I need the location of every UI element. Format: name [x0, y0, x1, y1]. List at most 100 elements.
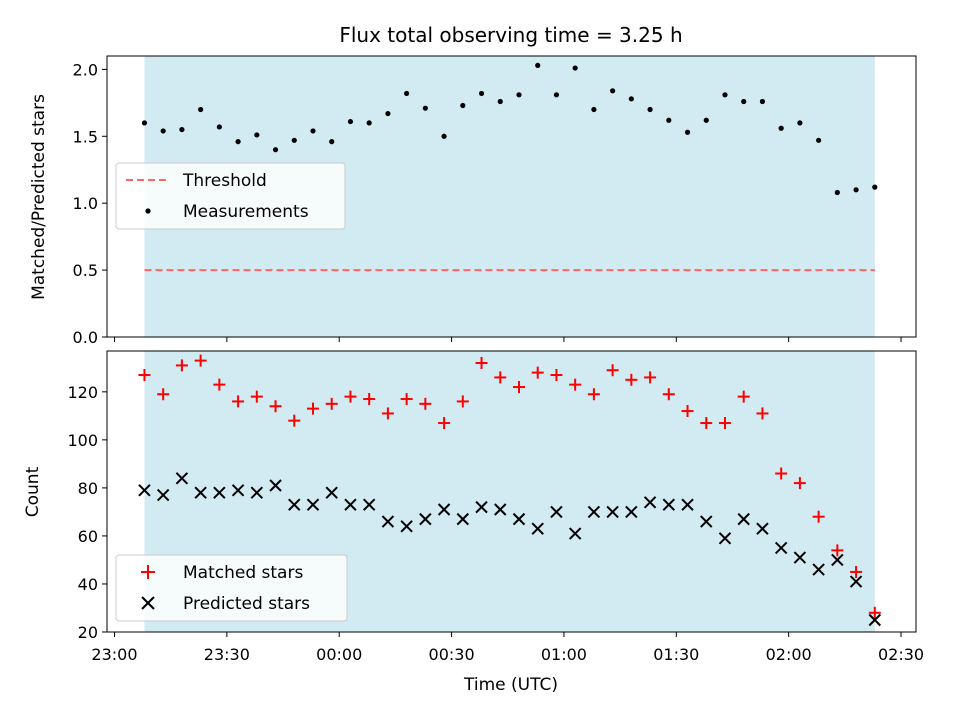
predicted-star-point: [774, 541, 788, 555]
predicted-star-point: [512, 512, 526, 526]
matched-star-point: [138, 369, 151, 382]
measurement-point: [816, 137, 822, 143]
top-y-tick-label: 1.0: [73, 194, 98, 213]
predicted-star-point: [456, 512, 470, 526]
measurement-point: [872, 184, 878, 190]
measurement-point: [404, 90, 410, 97]
predicted-star-point: [550, 505, 563, 519]
bottom-y-axis-label: Count: [23, 466, 43, 517]
measurement-point: [235, 139, 241, 145]
measurement-point: [684, 129, 691, 135]
x-tick-label: 23:00: [91, 645, 137, 664]
predicted-star-point: [138, 484, 151, 497]
predicted-star-point: [812, 563, 825, 576]
predicted-star-point: [681, 498, 694, 511]
measurement-point: [853, 187, 859, 193]
predicted-stars-points: [138, 472, 882, 627]
x-tick-label: 01:30: [653, 645, 699, 664]
top-y-axis-label: Matched/Predicted stars: [29, 94, 49, 300]
matched-star-point: [325, 397, 338, 410]
predicted-star-point: [718, 532, 732, 545]
x-tick-label: 00:00: [316, 645, 362, 664]
bottom-legend-box: [115, 554, 348, 622]
matched-star-point: [550, 369, 563, 382]
top-legend-box: [115, 162, 346, 230]
measurement-point: [797, 120, 803, 126]
legend-predicted-label: Predicted stars: [183, 594, 310, 614]
matched-star-point: [306, 402, 319, 415]
predicted-star-point: [568, 527, 582, 540]
legend-threshold-label: Threshold: [182, 171, 267, 191]
measurement-point: [610, 88, 616, 94]
predicted-star-point: [306, 498, 320, 511]
x-tick-label: 00:30: [429, 645, 475, 664]
measurement-point: [366, 120, 372, 126]
measurement-point: [254, 132, 260, 138]
matched-star-point: [288, 414, 301, 427]
x-tick-label: 01:00: [541, 645, 587, 664]
matched-star-point: [662, 388, 675, 401]
legend-matched-label: Matched stars: [183, 563, 303, 583]
measurement-point: [497, 98, 503, 105]
measurement-point: [272, 147, 279, 153]
x-tick-label: 02:30: [878, 645, 924, 664]
matched-star-point: [831, 544, 844, 557]
bottom-y-tick-label: 80: [78, 479, 98, 498]
measurement-point: [703, 117, 709, 123]
predicted-star-point: [531, 522, 544, 535]
bottom-y-tick-label: 120: [67, 383, 98, 402]
predicted-star-point: [231, 484, 245, 497]
predicted-star-point: [494, 503, 507, 516]
measurement-point: [291, 137, 297, 143]
measurement-point: [141, 120, 148, 126]
measurement-point: [516, 92, 522, 98]
matched-star-point: [381, 407, 394, 420]
predicted-star-point: [175, 472, 189, 485]
matched-star-point: [775, 467, 788, 480]
legend-matched-swatch: [141, 565, 155, 579]
measurement-point: [535, 62, 541, 68]
matched-star-point: [363, 393, 376, 406]
predicted-star-point: [288, 498, 301, 511]
matched-star-point: [793, 477, 806, 490]
predicted-star-point: [213, 486, 226, 499]
measurement-point: [460, 102, 466, 109]
x-tick-label: 23:30: [204, 645, 250, 664]
measurement-point: [834, 189, 840, 196]
top-y-ticks: 0.0 0.5 1.0 1.5 2.0: [73, 60, 107, 347]
top-y-tick-label: 1.5: [73, 127, 98, 146]
matched-star-point: [475, 357, 488, 370]
legend-predicted-swatch: [141, 596, 155, 610]
measurement-point: [198, 106, 204, 113]
bottom-panel: 20 40 60 80 100 120 23:00 23:30 00:00 00:30 01:00…: [23, 350, 924, 695]
matched-star-point: [737, 390, 750, 403]
matched-star-point: [194, 354, 207, 367]
matched-star-point: [681, 405, 694, 418]
predicted-star-point: [156, 488, 170, 502]
top-axes-frame: [106, 55, 917, 338]
matched-star-point: [400, 393, 413, 406]
measurement-point: [310, 128, 316, 134]
measurement-point: [478, 90, 485, 97]
predicted-star-point: [587, 505, 601, 519]
top-y-tick-label: 0.5: [73, 261, 98, 280]
measurement-point: [347, 118, 354, 125]
bottom-y-ticks: 20 40 60 80 100 120: [67, 383, 107, 642]
chart-title: Flux total observing time = 3.25 h: [339, 23, 682, 47]
matched-star-point: [531, 366, 544, 379]
x-axis-label: Time (UTC): [463, 675, 558, 695]
matched-star-point: [456, 395, 469, 408]
measurement-point: [385, 110, 391, 117]
measurement-point: [329, 139, 335, 145]
predicted-star-point: [381, 515, 395, 528]
matched-stars-points: [138, 354, 881, 619]
matched-star-point: [157, 388, 170, 401]
matched-star-point: [512, 381, 525, 394]
matched-star-point: [344, 390, 357, 403]
matched-star-point: [850, 565, 863, 578]
predicted-star-point: [344, 498, 357, 511]
measurement-point: [741, 98, 747, 105]
matched-star-point: [606, 364, 619, 377]
bottom-y-tick-label: 100: [67, 431, 98, 450]
